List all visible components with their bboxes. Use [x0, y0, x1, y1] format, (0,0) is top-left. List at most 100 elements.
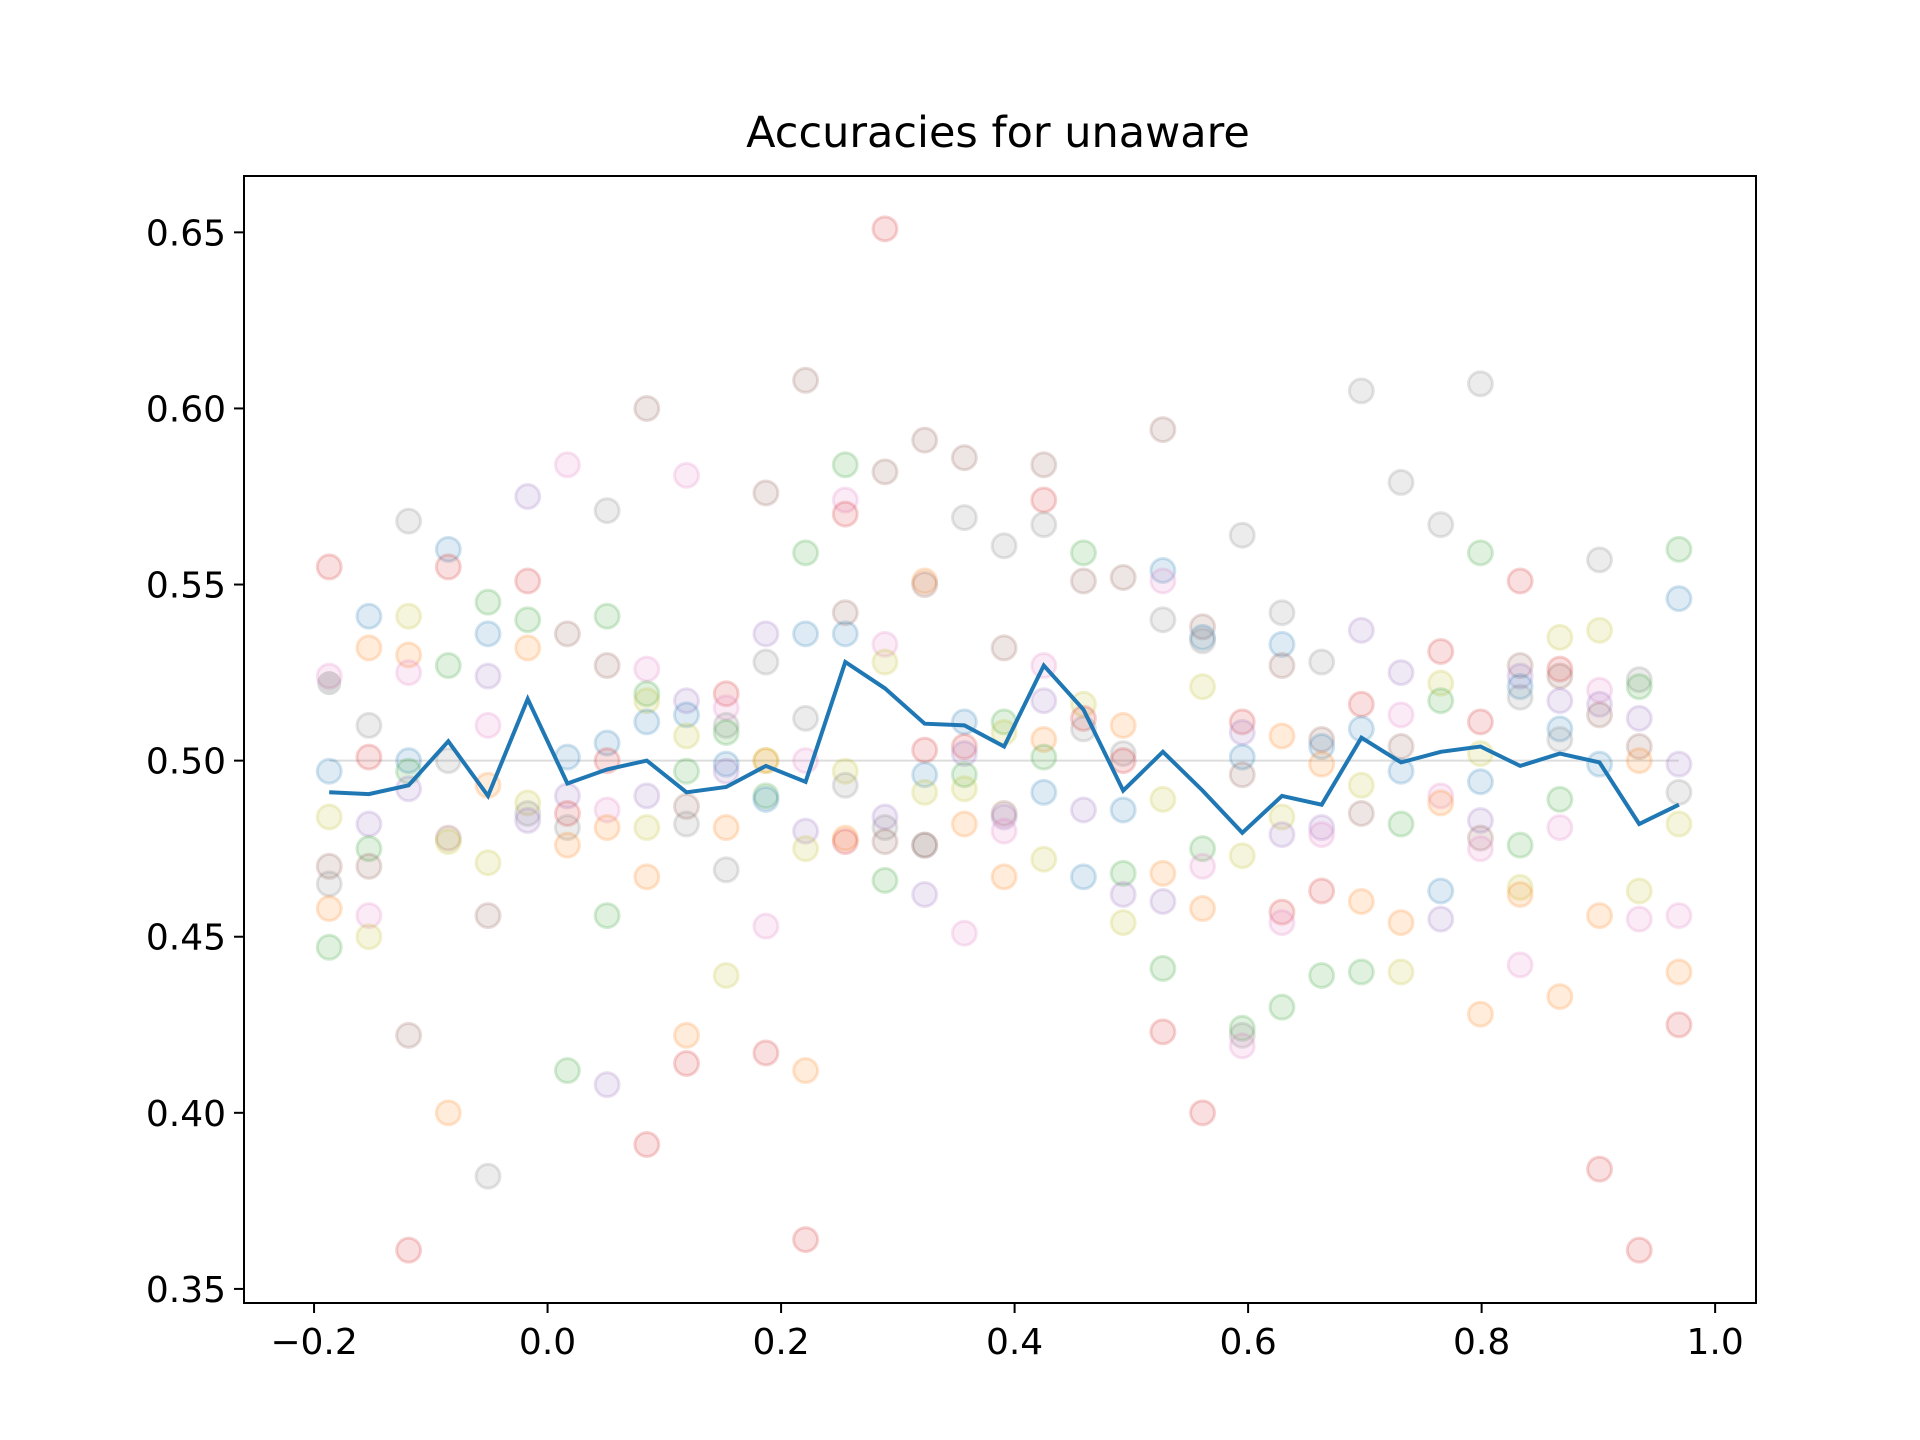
- scatter-point: [1228, 1014, 1256, 1042]
- plot-frame: [243, 175, 1757, 1304]
- scatter-point: [1347, 888, 1375, 916]
- scatter-point: [1308, 814, 1336, 842]
- scatter-point: [1109, 711, 1137, 739]
- scatter-point: [1387, 659, 1415, 687]
- scatter-point: [792, 817, 820, 845]
- scatter-point: [1069, 539, 1097, 567]
- scatter-point: [1387, 810, 1415, 838]
- scatter-point: [1149, 954, 1177, 982]
- scatter-point: [1109, 563, 1137, 591]
- scatter-point: [395, 1236, 423, 1264]
- scatter-point: [474, 620, 502, 648]
- scatter-point: [1030, 778, 1058, 806]
- scatter-point: [553, 799, 581, 827]
- scatter-point: [673, 792, 701, 820]
- scatter-point: [712, 757, 740, 785]
- scatter-point: [1586, 902, 1614, 930]
- scatter-point: [1030, 726, 1058, 753]
- scatter-point: [1268, 993, 1296, 1021]
- scatter-point: [315, 803, 343, 831]
- scatter-point: [712, 694, 740, 722]
- scatter-point: [911, 831, 939, 859]
- scatter-point: [1228, 1021, 1256, 1049]
- scatter-point: [911, 880, 939, 908]
- scatter-point: [1387, 757, 1415, 785]
- scatter-point: [1466, 807, 1494, 835]
- scatter-point: [474, 1162, 502, 1190]
- scatter-point: [1387, 701, 1415, 729]
- scatter-point: [1268, 803, 1296, 831]
- scatter-point: [474, 849, 502, 877]
- scatter-point: [1308, 750, 1336, 778]
- scatter-point: [1347, 771, 1375, 799]
- scatter-point: [1268, 909, 1296, 937]
- scatter-point: [1228, 743, 1256, 771]
- scatter-point: [434, 535, 462, 563]
- scatter-point: [1149, 567, 1177, 595]
- scatter-point: [474, 902, 502, 930]
- scatter-point: [1189, 613, 1217, 641]
- scatter-point: [792, 366, 820, 394]
- scatter-point: [831, 451, 859, 479]
- scatter-point: [950, 733, 978, 761]
- scatter-point: [1466, 1000, 1494, 1028]
- y-tick-label: 0.50: [146, 742, 226, 783]
- y-tick-label: 0.60: [146, 389, 226, 430]
- scatter-point: [355, 711, 383, 739]
- scatter-point: [1149, 556, 1177, 584]
- scatter-point: [633, 1131, 661, 1159]
- y-tick-label: 0.55: [146, 566, 226, 607]
- scatter-point: [593, 652, 621, 680]
- scatter-point: [752, 648, 780, 676]
- scatter-point: [1308, 877, 1336, 905]
- scatter-point: [950, 761, 978, 789]
- scatter-point: [1030, 511, 1058, 539]
- scatter-point: [514, 567, 542, 595]
- scatter-point: [1268, 821, 1296, 849]
- scatter-point: [1308, 961, 1336, 989]
- scatter-point: [831, 828, 859, 856]
- scatter-point: [1308, 733, 1336, 761]
- scatter-point: [673, 1050, 701, 1078]
- scatter-point: [1109, 880, 1137, 908]
- scatter-point: [1109, 747, 1137, 775]
- scatter-point: [1466, 370, 1494, 398]
- scatter-point: [514, 606, 542, 634]
- scatter-point: [752, 1039, 780, 1067]
- scatter-point: [990, 817, 1018, 845]
- scatter-point: [633, 814, 661, 842]
- scatter-point: [1625, 1236, 1653, 1264]
- scatter-point: [633, 655, 661, 683]
- scatter-point: [514, 799, 542, 827]
- scatter-point: [553, 831, 581, 859]
- mean-line-layer: [329, 658, 1680, 836]
- scatter-point: [1546, 655, 1574, 683]
- scatter-point: [1268, 898, 1296, 926]
- scatter-point: [1228, 521, 1256, 549]
- scatter-point: [673, 687, 701, 715]
- scatter-point: [792, 1226, 820, 1254]
- scatter-point: [871, 648, 899, 676]
- scatter-point: [1506, 880, 1534, 908]
- x-tick-label: 0.4: [986, 1322, 1043, 1363]
- scatter-point: [355, 810, 383, 838]
- scatter-point: [315, 933, 343, 961]
- scatter-point: [1546, 623, 1574, 651]
- scatter-point: [1268, 722, 1296, 750]
- scatter-point: [831, 486, 859, 514]
- scatter-point: [633, 708, 661, 736]
- scatter-point: [673, 722, 701, 750]
- chart-title: Accuracies for unaware: [746, 108, 1250, 158]
- scatter-point: [1665, 778, 1693, 806]
- scatter-point: [1347, 799, 1375, 827]
- scatter-point: [792, 620, 820, 648]
- scatter-point: [712, 680, 740, 708]
- scatter-point: [1466, 824, 1494, 852]
- scatter-point: [712, 750, 740, 778]
- scatter-point: [831, 500, 859, 528]
- scatter-point: [395, 507, 423, 535]
- scatter-point: [1387, 468, 1415, 496]
- scatter-point: [1149, 606, 1177, 634]
- scatter-point: [355, 923, 383, 951]
- x-tick-label: 0.2: [752, 1322, 809, 1363]
